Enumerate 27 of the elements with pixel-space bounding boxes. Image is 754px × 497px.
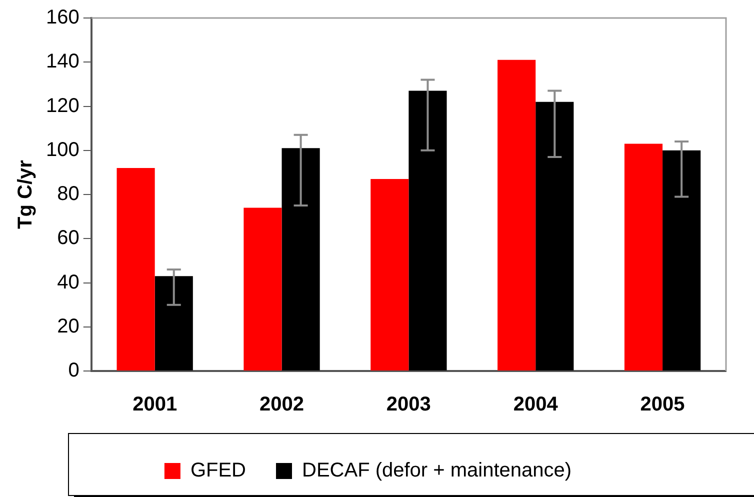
y-tick-label: 80: [57, 183, 80, 206]
y-axis-title: Tg C/yr: [14, 160, 37, 229]
x-tick-label: 2003: [386, 394, 431, 416]
y-tick-label: 160: [46, 6, 80, 29]
bar: [244, 208, 282, 370]
x-tick-label: 2005: [640, 394, 685, 416]
bar: [624, 144, 663, 370]
y-tick-label: 40: [57, 271, 80, 294]
bar: [498, 60, 536, 370]
y-tick-label: 120: [46, 94, 80, 117]
x-tick-label: 2001: [132, 394, 178, 416]
bar: [154, 276, 193, 370]
x-tick-label: 2004: [513, 394, 559, 416]
bar: [116, 168, 155, 370]
y-tick-label: 60: [57, 227, 80, 250]
bar: [370, 179, 409, 370]
bar: [662, 150, 701, 370]
legend-label: DECAF (defor + maintenance): [302, 460, 572, 482]
bar: [536, 102, 574, 370]
y-tick-label: 100: [46, 138, 80, 161]
bar: [408, 90, 447, 370]
y-tick-label: 0: [68, 360, 80, 382]
y-tick-label: 140: [46, 50, 80, 73]
bar: [282, 148, 320, 370]
y-tick-label: 20: [57, 315, 80, 338]
legend-label: GFED: [190, 460, 246, 482]
x-tick-label: 2002: [260, 394, 304, 416]
